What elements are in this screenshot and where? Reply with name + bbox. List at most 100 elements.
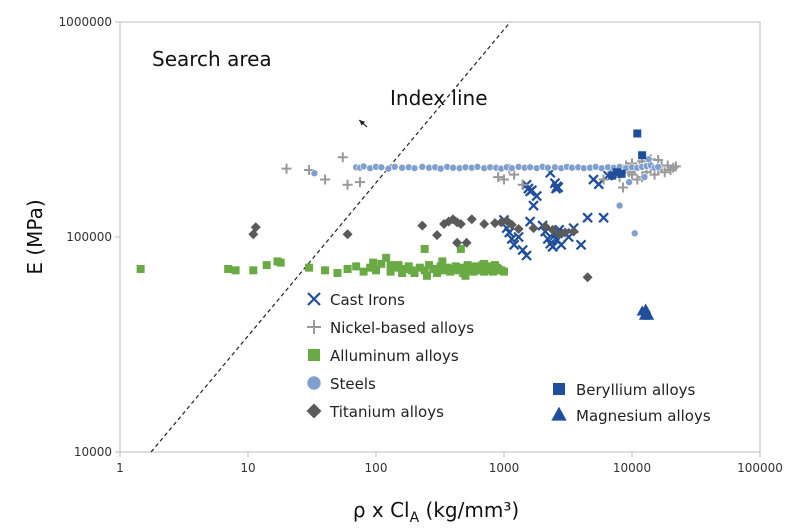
data-point-steels <box>526 163 534 172</box>
data-point-steels <box>579 164 588 172</box>
data-point-nickel-based-alloys <box>659 167 670 178</box>
data-point-titanium-alloys <box>432 230 443 241</box>
legend-marker-cast-irons <box>307 292 321 306</box>
data-point-alluminum-alloys <box>224 264 233 273</box>
data-point-steels <box>544 163 552 172</box>
data-point-nickel-based-alloys <box>670 161 681 172</box>
series-beryllium-alloys <box>608 129 647 180</box>
data-point-nickel-based-alloys <box>499 174 509 185</box>
legend-marker-nickel-based-alloys <box>307 320 321 334</box>
index-line <box>150 21 511 453</box>
legend-marker-magnesium-alloys <box>551 406 567 421</box>
data-point-cast-irons <box>508 239 520 251</box>
data-point-nickel-based-alloys <box>337 152 348 163</box>
data-point-cast-irons <box>526 184 538 196</box>
legend-marker-titanium-alloys <box>306 403 322 419</box>
data-point-alluminum-alloys <box>429 264 438 273</box>
data-point-cast-irons <box>582 212 593 223</box>
data-point-nickel-based-alloys <box>355 177 366 188</box>
data-point-alluminum-alloys <box>377 259 386 268</box>
legend-marker-steels <box>306 375 322 391</box>
data-point-steels <box>410 164 419 172</box>
data-point-beryllium-alloys <box>638 151 647 160</box>
data-point-nickel-based-alloys <box>281 163 292 174</box>
data-point-alluminum-alloys <box>276 258 285 267</box>
x-tick-label: 1000 <box>489 461 520 475</box>
legend: Cast Irons Nickel-based alloys Alluminum a… <box>306 291 711 425</box>
data-point-steels <box>359 162 368 171</box>
index-line-layer <box>150 21 511 453</box>
data-point-titanium-alloys <box>417 220 428 231</box>
data-point-steels <box>473 163 482 171</box>
data-point-alluminum-alloys <box>343 264 352 273</box>
data-point-alluminum-alloys <box>438 257 447 266</box>
data-point-steels <box>615 201 624 210</box>
y-axis-title: E (MPa) <box>23 199 47 274</box>
data-point-cast-irons <box>539 226 551 237</box>
data-point-alluminum-alloys <box>490 261 499 270</box>
data-point-alluminum-alloys <box>386 261 395 270</box>
data-point-titanium-alloys <box>528 223 539 234</box>
data-point-alluminum-alloys <box>422 271 431 280</box>
legend-marker-beryllium-alloys <box>553 383 565 395</box>
data-point-steels <box>418 163 427 171</box>
legend-marker-alluminum-alloys <box>308 349 320 361</box>
data-point-titanium-alloys <box>506 219 517 230</box>
x-tick-label: 100000 <box>737 461 783 475</box>
data-point-titanium-alloys <box>568 226 579 237</box>
data-point-steels <box>398 163 406 172</box>
legend-item-beryllium-alloys: Beryllium alloys <box>553 381 696 399</box>
x-axis-title-main: ρ x Cl <box>353 498 410 522</box>
data-point-titanium-alloys <box>479 218 490 229</box>
data-points <box>136 129 681 320</box>
data-point-titanium-alloys <box>540 221 551 232</box>
data-point-titanium-alloys <box>452 237 463 248</box>
data-point-steels <box>449 163 457 172</box>
legend-label: Magnesium alloys <box>576 407 711 425</box>
legend-item-alluminum-alloys: Alluminum alloys <box>308 347 459 365</box>
data-point-magnesium-alloys <box>640 303 652 314</box>
data-point-titanium-alloys <box>466 214 477 225</box>
data-point-magnesium-alloys <box>643 309 655 320</box>
data-point-steels <box>654 163 662 171</box>
data-point-alluminum-alloys <box>456 263 465 272</box>
data-point-alluminum-alloys <box>136 264 145 273</box>
index-arrow-head <box>359 120 366 126</box>
data-point-cast-irons <box>528 200 539 211</box>
data-point-alluminum-alloys <box>433 269 442 278</box>
x-tick-label: 1 <box>116 461 124 475</box>
data-point-alluminum-alloys <box>262 261 271 270</box>
data-point-cast-irons <box>555 239 567 251</box>
data-point-titanium-alloys <box>250 222 261 233</box>
data-point-alluminum-alloys <box>321 266 330 275</box>
series-cast-irons <box>498 167 618 261</box>
series-titanium-alloys <box>248 214 593 283</box>
data-point-titanium-alloys <box>248 229 259 240</box>
data-point-alluminum-alloys <box>425 261 434 270</box>
x-axis-title-units: (kg/mm³) <box>419 498 519 522</box>
data-point-titanium-alloys <box>461 237 472 248</box>
data-point-steels <box>597 164 606 172</box>
y-tick-label: 100000 <box>66 230 112 244</box>
legend-item-nickel-based-alloys: Nickel-based alloys <box>307 319 474 337</box>
data-point-nickel-based-alloys <box>598 174 609 185</box>
index-line-annotation: Index line <box>390 86 488 110</box>
data-point-nickel-based-alloys <box>517 179 528 190</box>
data-point-alluminum-alloys <box>249 266 258 275</box>
data-point-beryllium-alloys <box>608 171 617 180</box>
data-point-steels <box>310 169 319 178</box>
data-point-steels <box>390 163 399 171</box>
legend-item-titanium-alloys: Titanium alloys <box>306 403 444 421</box>
legend-label: Steels <box>330 375 376 393</box>
y-tick-label: 1000000 <box>59 15 112 29</box>
data-point-nickel-based-alloys <box>342 179 353 190</box>
data-point-alluminum-alloys <box>398 269 407 278</box>
data-point-alluminum-alloys <box>382 253 391 262</box>
data-point-alluminum-alloys <box>369 258 378 267</box>
data-point-cast-irons <box>521 250 532 261</box>
data-point-titanium-alloys <box>513 223 524 234</box>
data-point-steels <box>625 178 633 186</box>
data-point-titanium-alloys <box>455 218 466 229</box>
data-point-cast-irons <box>552 182 564 193</box>
